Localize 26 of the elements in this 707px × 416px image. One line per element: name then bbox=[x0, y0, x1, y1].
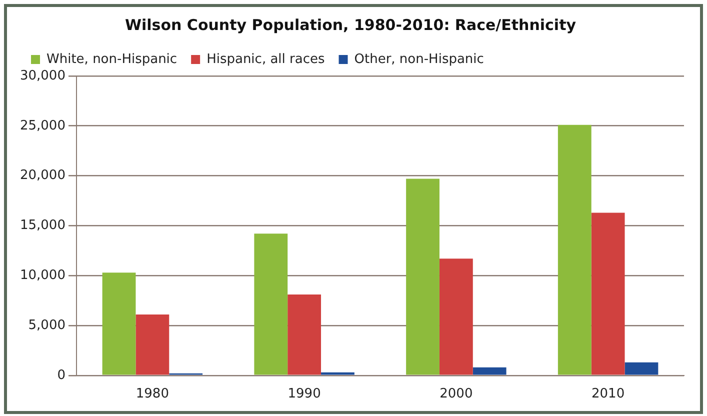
y-tick-label: 5,000 bbox=[28, 318, 66, 333]
legend-label: Hispanic, all races bbox=[206, 52, 325, 67]
bar bbox=[624, 362, 658, 375]
chart-title: Wilson County Population, 1980-2010: Race/Ethnicity bbox=[124, 16, 576, 34]
x-tick-label: 1990 bbox=[288, 386, 321, 402]
bar bbox=[288, 294, 322, 375]
x-tick-label: 2010 bbox=[592, 386, 625, 402]
bar bbox=[406, 178, 440, 375]
y-tick-label: 15,000 bbox=[20, 218, 66, 234]
y-tick-label: 25,000 bbox=[20, 118, 66, 134]
x-tick-label: 1980 bbox=[136, 386, 169, 402]
bar bbox=[136, 314, 170, 375]
bar bbox=[439, 258, 473, 375]
legend-label: White, non-Hispanic bbox=[46, 52, 178, 67]
x-tick-label: 2000 bbox=[440, 386, 473, 402]
legend-label: Other, non-Hispanic bbox=[354, 52, 484, 67]
bar bbox=[102, 272, 136, 375]
y-tick-label: 0 bbox=[57, 368, 66, 383]
y-tick-label: 10,000 bbox=[20, 268, 66, 283]
bar bbox=[558, 124, 592, 375]
bar bbox=[254, 234, 288, 375]
y-tick-label: 20,000 bbox=[20, 168, 66, 184]
bar bbox=[472, 367, 506, 375]
bar bbox=[591, 212, 625, 375]
bar bbox=[321, 372, 354, 375]
y-tick-label: 30,000 bbox=[20, 68, 66, 84]
